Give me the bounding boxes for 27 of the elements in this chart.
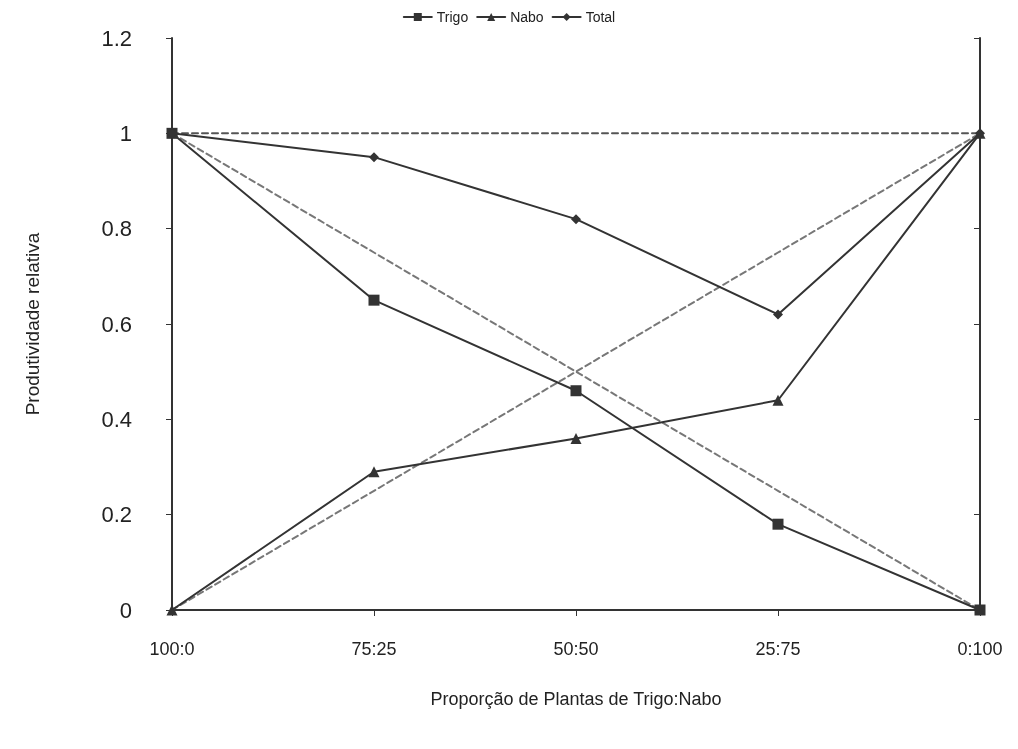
x-tick-label: 50:50 — [553, 639, 599, 659]
legend-label: Total — [585, 9, 616, 25]
point — [974, 604, 986, 616]
y-tick-label: 1 — [119, 120, 132, 146]
x-tick-label: 100:0 — [149, 639, 195, 659]
point — [570, 432, 582, 444]
point — [369, 152, 379, 163]
y-tick-label: 0 — [119, 597, 132, 623]
legend-label: Trigo — [436, 9, 469, 25]
x-tick-label: 75:25 — [351, 639, 397, 659]
y-tick-label: 0.6 — [101, 311, 132, 337]
y-tick-label: 0.8 — [101, 216, 132, 242]
y-tick-label: 1.2 — [101, 25, 132, 51]
point — [570, 385, 582, 397]
y-axis-title: Produtividade relativa — [22, 232, 43, 416]
point — [773, 309, 783, 320]
y-tick-label: 0.4 — [101, 406, 132, 432]
point — [772, 394, 784, 406]
y-tick-label: 0.2 — [101, 502, 132, 528]
x-axis-title: Proporção de Plantas de Trigo:Nabo — [430, 689, 722, 709]
point — [368, 466, 380, 478]
point — [368, 294, 380, 306]
x-tick-label: 0:100 — [957, 639, 1003, 659]
point — [571, 214, 581, 225]
x-tick-label: 25:75 — [755, 639, 801, 659]
point — [772, 518, 784, 530]
legend-label: Nabo — [510, 9, 544, 25]
